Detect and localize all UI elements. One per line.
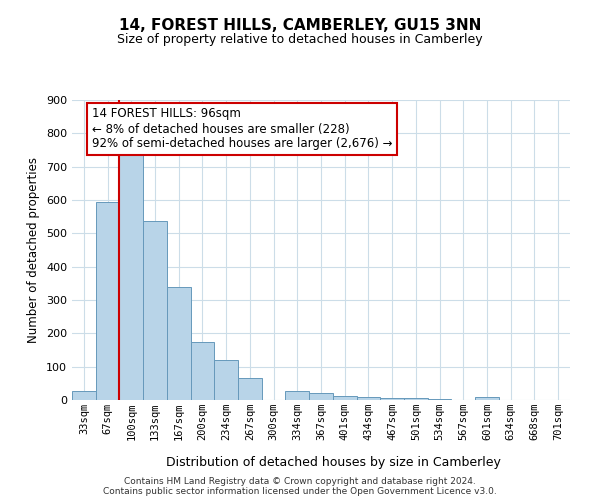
- Text: 14, FOREST HILLS, CAMBERLEY, GU15 3NN: 14, FOREST HILLS, CAMBERLEY, GU15 3NN: [119, 18, 481, 32]
- Bar: [214, 360, 238, 400]
- Bar: [143, 221, 167, 400]
- Y-axis label: Number of detached properties: Number of detached properties: [28, 157, 40, 343]
- Bar: [428, 398, 451, 400]
- Bar: [309, 394, 333, 400]
- Bar: [96, 202, 119, 400]
- Bar: [404, 398, 428, 400]
- Bar: [333, 396, 356, 400]
- Text: Contains public sector information licensed under the Open Government Licence v3: Contains public sector information licen…: [103, 486, 497, 496]
- Text: Size of property relative to detached houses in Camberley: Size of property relative to detached ho…: [117, 32, 483, 46]
- Bar: [238, 378, 262, 400]
- Bar: [72, 391, 96, 400]
- Bar: [119, 154, 143, 400]
- Text: Contains HM Land Registry data © Crown copyright and database right 2024.: Contains HM Land Registry data © Crown c…: [124, 476, 476, 486]
- Text: 14 FOREST HILLS: 96sqm
← 8% of detached houses are smaller (228)
92% of semi-det: 14 FOREST HILLS: 96sqm ← 8% of detached …: [92, 108, 392, 150]
- Bar: [167, 288, 191, 400]
- Text: Distribution of detached houses by size in Camberley: Distribution of detached houses by size …: [166, 456, 500, 469]
- Bar: [356, 398, 380, 400]
- Bar: [380, 398, 404, 400]
- Bar: [475, 398, 499, 400]
- Bar: [286, 391, 309, 400]
- Bar: [191, 342, 214, 400]
